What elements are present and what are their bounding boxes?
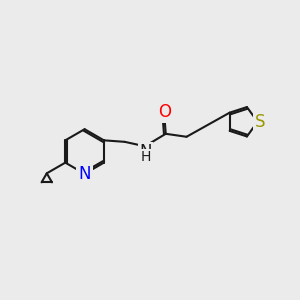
Text: H: H	[140, 150, 151, 164]
Text: N: N	[139, 143, 152, 161]
Text: O: O	[158, 103, 171, 121]
Text: N: N	[78, 165, 91, 183]
Text: S: S	[255, 113, 266, 131]
